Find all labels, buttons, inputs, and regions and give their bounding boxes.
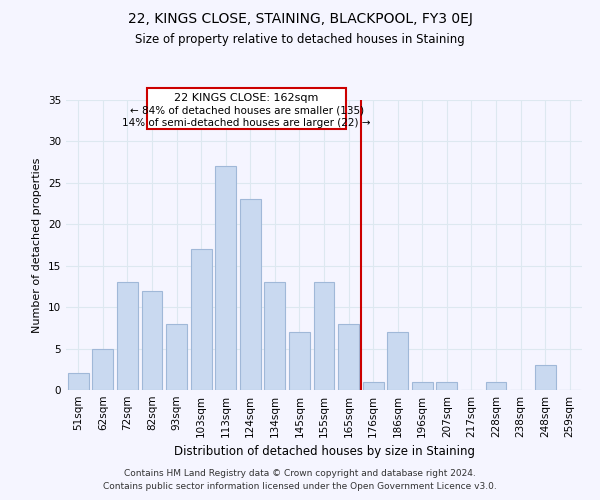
Bar [265, 282, 286, 390]
Bar [436, 382, 457, 390]
Bar [166, 324, 187, 390]
Bar [535, 365, 556, 390]
Bar [289, 332, 310, 390]
Text: 14% of semi-detached houses are larger (22) →: 14% of semi-detached houses are larger (… [122, 118, 371, 128]
Text: 22, KINGS CLOSE, STAINING, BLACKPOOL, FY3 0EJ: 22, KINGS CLOSE, STAINING, BLACKPOOL, FY… [128, 12, 472, 26]
Bar [362, 382, 383, 390]
Text: Contains public sector information licensed under the Open Government Licence v3: Contains public sector information licen… [103, 482, 497, 491]
Bar [412, 382, 433, 390]
Text: Size of property relative to detached houses in Staining: Size of property relative to detached ho… [135, 32, 465, 46]
FancyBboxPatch shape [147, 88, 346, 129]
Text: ← 84% of detached houses are smaller (135): ← 84% of detached houses are smaller (13… [130, 106, 364, 116]
Bar [117, 282, 138, 390]
Bar [68, 374, 89, 390]
X-axis label: Distribution of detached houses by size in Staining: Distribution of detached houses by size … [173, 446, 475, 458]
Bar [215, 166, 236, 390]
Text: Contains HM Land Registry data © Crown copyright and database right 2024.: Contains HM Land Registry data © Crown c… [124, 468, 476, 477]
Bar [92, 348, 113, 390]
Bar [240, 200, 261, 390]
Y-axis label: Number of detached properties: Number of detached properties [32, 158, 43, 332]
Bar [485, 382, 506, 390]
Bar [191, 249, 212, 390]
Bar [142, 290, 163, 390]
Bar [387, 332, 408, 390]
Bar [314, 282, 334, 390]
Bar [338, 324, 359, 390]
Text: 22 KINGS CLOSE: 162sqm: 22 KINGS CLOSE: 162sqm [175, 94, 319, 104]
